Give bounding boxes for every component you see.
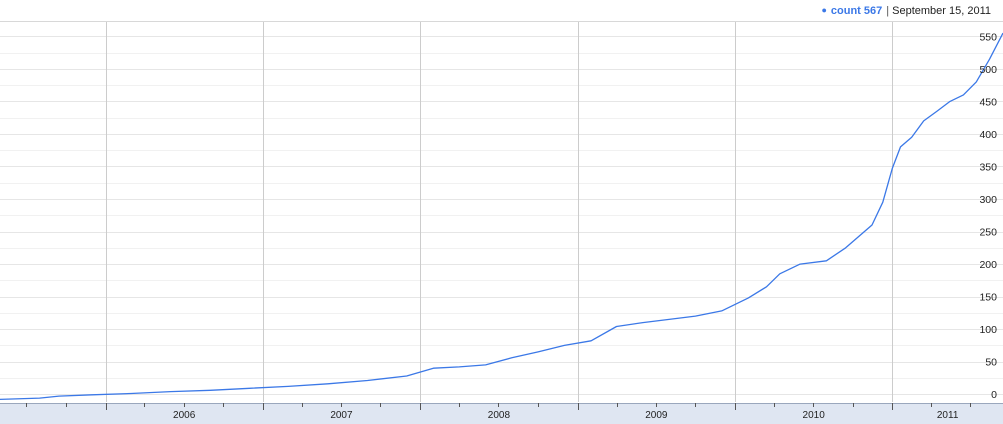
- y-tick-label: 250: [979, 227, 997, 239]
- x-tick-label: 2010: [803, 410, 826, 421]
- x-axis-band: [0, 403, 1003, 424]
- y-tick-label: 50: [985, 357, 997, 369]
- y-tick-label: 100: [979, 324, 997, 336]
- y-tick-label: 400: [979, 129, 997, 141]
- x-tick-label: 2011: [937, 410, 959, 421]
- y-tick-label: 350: [979, 161, 997, 173]
- y-tick-label: 150: [979, 292, 997, 304]
- legend: ● count 567 | September 15, 2011: [821, 3, 991, 18]
- legend-series-value: 567: [863, 5, 883, 17]
- y-tick-label: 500: [979, 64, 997, 76]
- x-tick-label: 2008: [488, 410, 511, 421]
- series-dot-icon: ●: [821, 5, 827, 15]
- series-line-count[interactable]: [0, 32, 1003, 401]
- legend-separator: |: [886, 5, 890, 17]
- x-tick-label: 2009: [645, 410, 668, 421]
- chart-header: ● count 567 | September 15, 2011: [0, 0, 1003, 22]
- y-tick-label: 450: [979, 96, 997, 108]
- legend-date: September 15, 2011: [892, 5, 991, 17]
- x-tick-label: 2007: [330, 410, 353, 421]
- y-tick-label: 550: [979, 31, 997, 43]
- y-tick-label: 0: [991, 389, 997, 401]
- y-tick-label: 200: [979, 259, 997, 271]
- line-chart: 2006 2007 2008 2009 2010 2011 0 50 100 150 200 250 3…: [0, 22, 1003, 424]
- legend-series-name[interactable]: count: [830, 5, 861, 17]
- x-tick-label: 2006: [173, 410, 196, 421]
- y-tick-label: 300: [979, 194, 997, 206]
